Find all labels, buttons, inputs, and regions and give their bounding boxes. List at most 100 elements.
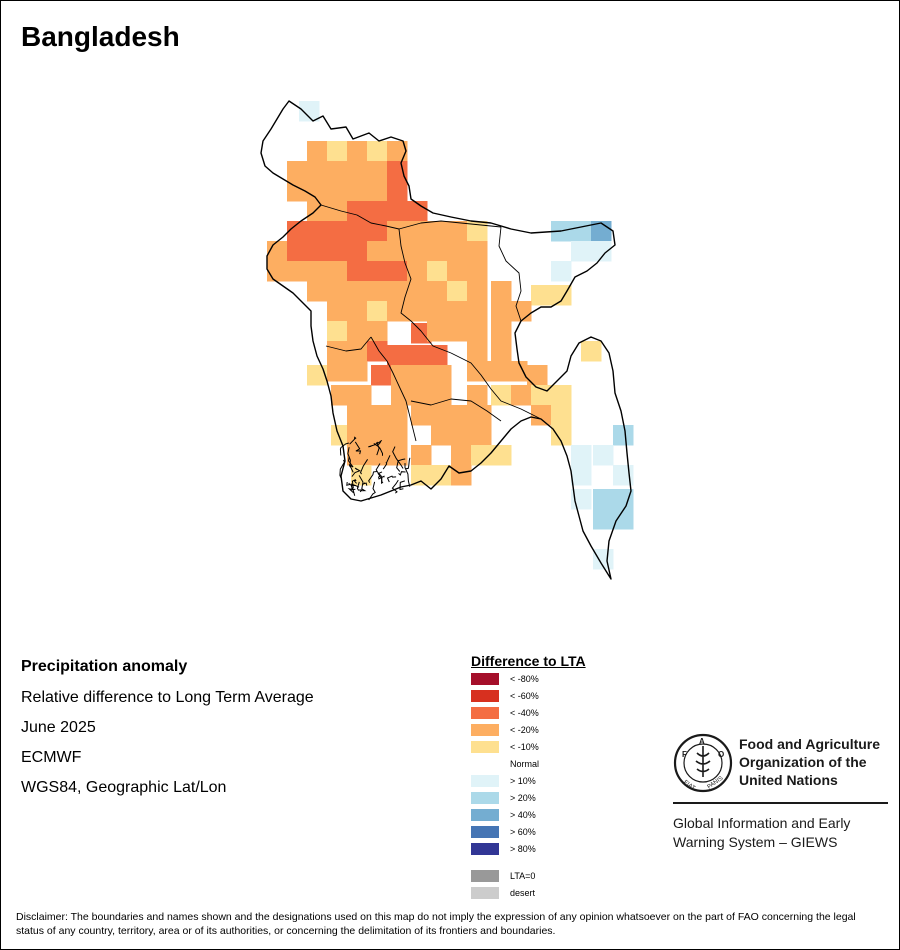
coastline-segment [386, 475, 397, 483]
coastline-segment [405, 457, 411, 470]
anomaly-cell [531, 385, 552, 406]
info-description: Relative difference to Long Term Average [21, 689, 314, 706]
anomaly-cell [411, 465, 432, 486]
info-projection: WGS84, Geographic Lat/Lon [21, 779, 227, 796]
coastline-segment [347, 456, 354, 473]
anomaly-cell [347, 425, 368, 446]
anomaly-cell [551, 285, 572, 306]
anomaly-cell [427, 261, 448, 282]
coastline-segment [391, 479, 399, 494]
legend-label: Normal [510, 759, 540, 769]
anomaly-cell [307, 261, 328, 282]
anomaly-cell [347, 221, 368, 242]
anomaly-cell [447, 321, 468, 342]
anomaly-cell [327, 161, 348, 182]
anomaly-cell [351, 385, 372, 406]
anomaly-cell [447, 241, 468, 262]
anomaly-cell [387, 301, 408, 322]
map-title: Bangladesh [21, 21, 180, 52]
legend-label: LTA=0 [510, 871, 536, 881]
legend-swatch [471, 673, 499, 685]
anomaly-cell [367, 161, 388, 182]
legend-swatch [471, 843, 499, 855]
anomaly-cell [427, 321, 448, 342]
anomaly-cell [327, 201, 348, 222]
anomaly-cell [387, 201, 408, 222]
coastline-segment [382, 455, 391, 470]
anomaly-cell [407, 221, 428, 242]
anomaly-cell [431, 425, 452, 446]
coastline-segment [377, 471, 384, 484]
anomaly-cell [367, 241, 388, 262]
anomaly-cell [347, 261, 368, 282]
anomaly-cell [367, 405, 388, 426]
division-boundary [398, 220, 502, 230]
coastline-segment [346, 481, 351, 486]
legend-swatch [471, 826, 499, 838]
anomaly-cell [451, 445, 472, 466]
anomaly-cell [471, 425, 492, 446]
anomaly-cell [451, 405, 472, 426]
anomaly-cell [411, 385, 432, 406]
anomaly-cell [367, 281, 388, 302]
coastline-segment [398, 471, 406, 476]
legend-swatch [471, 758, 499, 770]
anomaly-cell [613, 509, 634, 530]
anomaly-cell [307, 161, 328, 182]
legend-label: > 10% [510, 776, 536, 786]
coastline-segment [351, 479, 357, 484]
anomaly-cell [327, 321, 348, 342]
anomaly-cell [327, 341, 348, 362]
coastline-segment [358, 475, 367, 492]
anomaly-cell [531, 285, 552, 306]
anomaly-cell [407, 261, 428, 282]
fao-name-line: Organization of the [739, 754, 867, 770]
legend-label: < -40% [510, 708, 539, 718]
coastline-segment [396, 458, 406, 472]
anomaly-cell [591, 241, 612, 262]
anomaly-cell [267, 261, 288, 282]
anomaly-cell [367, 181, 388, 202]
anomaly-cell [467, 341, 488, 362]
anomaly-cell [331, 385, 352, 406]
anomaly-cell [427, 221, 448, 242]
anomaly-cell [287, 241, 308, 262]
anomaly-cell [347, 341, 368, 362]
legend-swatch [471, 887, 499, 899]
anomaly-cell [451, 425, 472, 446]
coastline-segment [347, 480, 354, 494]
anomaly-cell [593, 509, 614, 530]
legend-label: < -80% [510, 674, 539, 684]
fao-logo-icon: F A O FIAT PANIS [673, 733, 733, 793]
anomaly-cell [327, 281, 348, 302]
anomaly-cell [571, 241, 592, 262]
division-boundary [410, 398, 502, 422]
legend-label: > 40% [510, 810, 536, 820]
anomaly-cell [327, 301, 348, 322]
legend-swatch [471, 724, 499, 736]
division-boundary [370, 336, 417, 442]
anomaly-cell [411, 445, 432, 466]
anomaly-cell [327, 241, 348, 262]
anomaly-cell [451, 465, 472, 486]
anomaly-cell [613, 489, 634, 510]
legend-title: Difference to LTA [471, 653, 586, 669]
anomaly-cell [347, 405, 368, 426]
anomaly-cell [593, 489, 614, 510]
anomaly-cell [387, 261, 408, 282]
legend-swatch [471, 870, 499, 882]
giews-name: Global Information and Early Warning Sys… [673, 814, 893, 852]
anomaly-cell [347, 241, 368, 262]
legend-label: > 60% [510, 827, 536, 837]
anomaly-cell [347, 301, 368, 322]
legend-swatch [471, 775, 499, 787]
anomaly-cell [593, 445, 614, 466]
anomaly-cell [427, 301, 448, 322]
anomaly-cell [491, 341, 512, 362]
svg-text:A: A [699, 737, 705, 746]
anomaly-cell [367, 301, 388, 322]
legend-label: < -60% [510, 691, 539, 701]
anomaly-cell [411, 365, 432, 386]
anomaly-cell [307, 141, 328, 162]
